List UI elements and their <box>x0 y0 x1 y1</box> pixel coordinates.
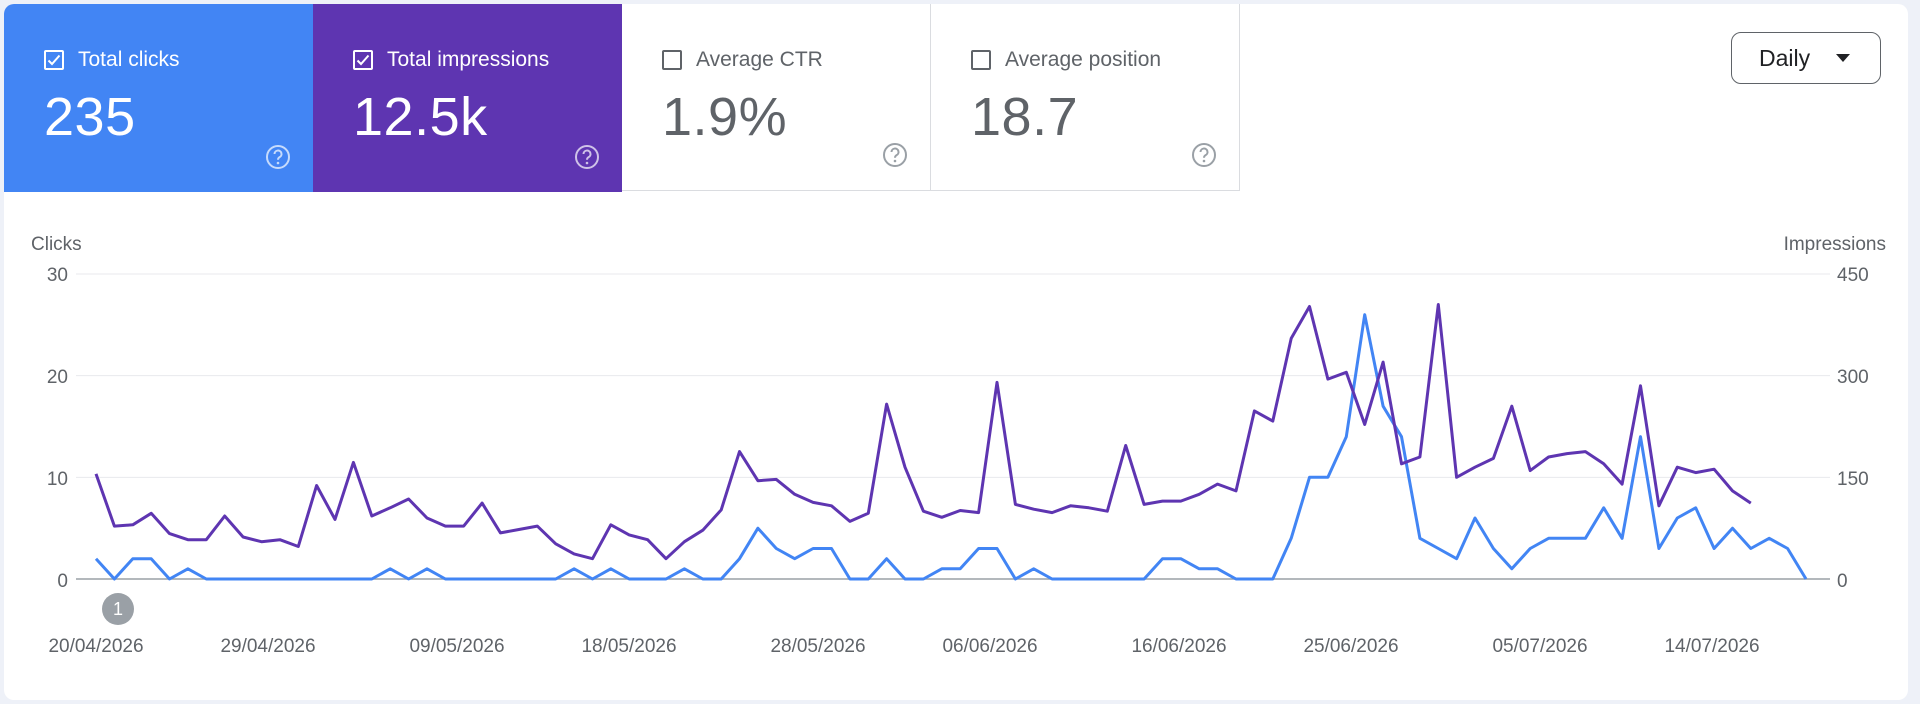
right-axis-title: Impressions <box>1783 234 1886 255</box>
x-tick: 09/05/2026 <box>409 636 505 657</box>
metric-card-total-clicks[interactable]: Total clicks 235 <box>4 4 313 192</box>
checkbox-icon[interactable] <box>353 50 373 70</box>
right-tick: 0 <box>1837 571 1848 592</box>
metric-value: 12.5k <box>353 87 488 147</box>
metric-value: 235 <box>44 87 136 147</box>
x-tick: 14/07/2026 <box>1664 636 1760 657</box>
left-tick: 0 <box>57 571 68 592</box>
left-axis-title: Clicks <box>31 234 82 255</box>
metric-cards: Total clicks 235 Total impressions 12.5k… <box>4 4 1240 192</box>
metric-label: Total clicks <box>78 48 180 71</box>
x-tick: 05/07/2026 <box>1492 636 1588 657</box>
help-icon[interactable] <box>882 142 908 168</box>
x-tick: 29/04/2026 <box>220 636 316 657</box>
series-line-impressions <box>94 303 1752 561</box>
granularity-dropdown[interactable]: Daily <box>1731 32 1881 84</box>
series-line-clicks <box>94 313 1808 581</box>
help-icon[interactable] <box>1191 142 1217 168</box>
performance-chart <box>76 273 1830 581</box>
right-tick: 300 <box>1837 367 1869 388</box>
help-icon[interactable] <box>574 144 600 170</box>
dropdown-label: Daily <box>1759 44 1811 71</box>
checkbox-icon[interactable] <box>662 50 682 70</box>
left-tick: 10 <box>46 469 68 490</box>
x-tick: 20/04/2026 <box>48 636 144 657</box>
left-tick: 20 <box>46 367 68 388</box>
annotation-marker[interactable]: 1 <box>102 593 134 625</box>
metric-label: Average position <box>1005 48 1162 71</box>
metric-card-average-ctr[interactable]: Average CTR 1.9% <box>622 4 931 191</box>
x-tick: 16/06/2026 <box>1131 636 1227 657</box>
performance-panel: Total clicks 235 Total impressions 12.5k… <box>4 4 1908 700</box>
left-tick: 30 <box>46 265 68 286</box>
metric-value: 18.7 <box>971 87 1079 147</box>
metric-label: Total impressions <box>387 48 550 71</box>
x-tick: 25/06/2026 <box>1303 636 1399 657</box>
metric-card-average-position[interactable]: Average position 18.7 <box>931 4 1240 191</box>
right-tick: 450 <box>1837 265 1869 286</box>
right-tick: 150 <box>1837 469 1869 490</box>
x-tick: 28/05/2026 <box>770 636 866 657</box>
metric-value: 1.9% <box>662 87 788 147</box>
x-tick: 06/06/2026 <box>942 636 1038 657</box>
help-icon[interactable] <box>265 144 291 170</box>
x-tick: 18/05/2026 <box>581 636 677 657</box>
caret-down-icon <box>1836 54 1850 62</box>
metric-label: Average CTR <box>696 48 823 71</box>
checkbox-icon[interactable] <box>971 50 991 70</box>
metric-card-total-impressions[interactable]: Total impressions 12.5k <box>313 4 622 192</box>
checkbox-icon[interactable] <box>44 50 64 70</box>
